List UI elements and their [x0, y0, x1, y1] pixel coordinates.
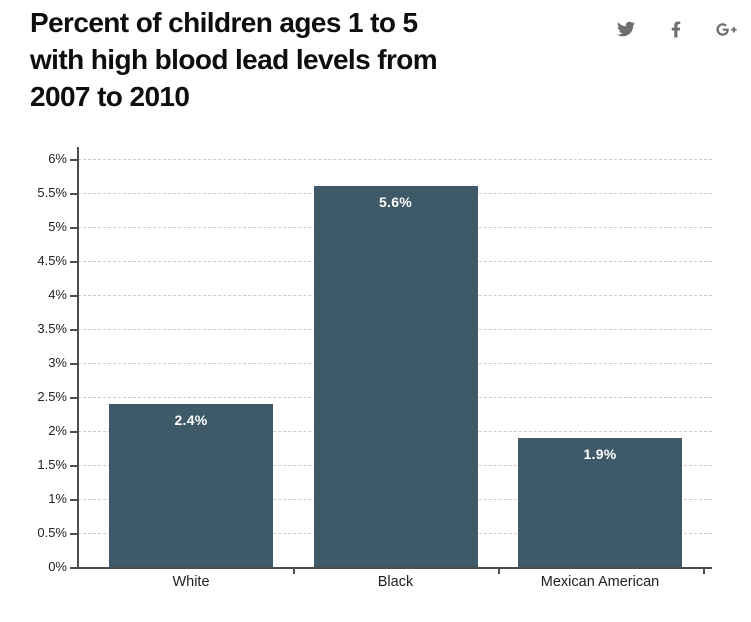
twitter-icon	[617, 21, 635, 37]
y-axis-tick	[70, 397, 78, 399]
x-axis-line	[77, 567, 712, 569]
bar-value-label: 1.9%	[583, 445, 617, 462]
y-axis-tick	[70, 465, 78, 467]
twitter-share-icon[interactable]	[601, 16, 651, 42]
bar-mexican-american[interactable]	[518, 437, 682, 567]
y-tick-label: 3%	[48, 355, 67, 370]
y-tick-label: 2.5%	[37, 389, 67, 404]
y-axis-tick	[70, 499, 78, 501]
facebook-share-icon[interactable]	[651, 16, 701, 42]
y-axis-tick	[70, 193, 78, 195]
y-axis-tick	[70, 227, 78, 229]
bar-white[interactable]	[109, 403, 273, 567]
y-tick-label: 1%	[48, 491, 67, 506]
y-tick-label: 2%	[48, 423, 67, 438]
bar-value-label: 5.6%	[378, 194, 413, 211]
x-axis-tick	[293, 567, 295, 574]
page-title-line: 2007 to 2010	[30, 81, 190, 112]
y-tick-label: 5.5%	[37, 185, 67, 200]
bar-value-label: 2.4%	[174, 411, 208, 428]
y-axis-tick	[70, 295, 78, 297]
google-plus-share-icon[interactable]	[701, 16, 751, 42]
y-tick-label: 4%	[48, 287, 67, 302]
x-category-label: Black	[377, 574, 414, 590]
y-axis-tick	[70, 431, 78, 433]
y-tick-label: 0%	[48, 559, 67, 574]
y-tick-label: 1.5%	[37, 457, 67, 472]
page-title-line: Percent of children ages 1 to 5	[30, 7, 418, 38]
x-category-label: White	[172, 574, 210, 590]
gridline	[78, 159, 712, 160]
y-axis-tick	[70, 159, 78, 161]
bar-black[interactable]	[313, 186, 478, 567]
y-axis-line	[77, 147, 79, 567]
x-category-label: Mexican American	[540, 574, 660, 590]
x-axis-tick	[498, 567, 500, 574]
x-axis-tick	[703, 567, 705, 574]
y-axis-tick	[70, 363, 78, 365]
y-axis-tick	[70, 567, 78, 569]
y-tick-label: 4.5%	[37, 253, 67, 268]
y-axis-tick	[70, 329, 78, 331]
y-tick-label: 3.5%	[37, 321, 67, 336]
y-axis-tick	[70, 533, 78, 535]
y-tick-label: 6%	[48, 151, 67, 166]
y-tick-label: 0.5%	[37, 525, 67, 540]
page-title-line: with high blood lead levels from	[30, 44, 438, 75]
facebook-icon	[671, 21, 681, 37]
social-share-bar	[601, 16, 751, 42]
y-axis-tick	[70, 261, 78, 263]
google-plus-icon	[715, 22, 737, 36]
page-title: Percent of children ages 1 to 5 with hig…	[30, 4, 438, 115]
y-tick-label: 5%	[48, 219, 67, 234]
